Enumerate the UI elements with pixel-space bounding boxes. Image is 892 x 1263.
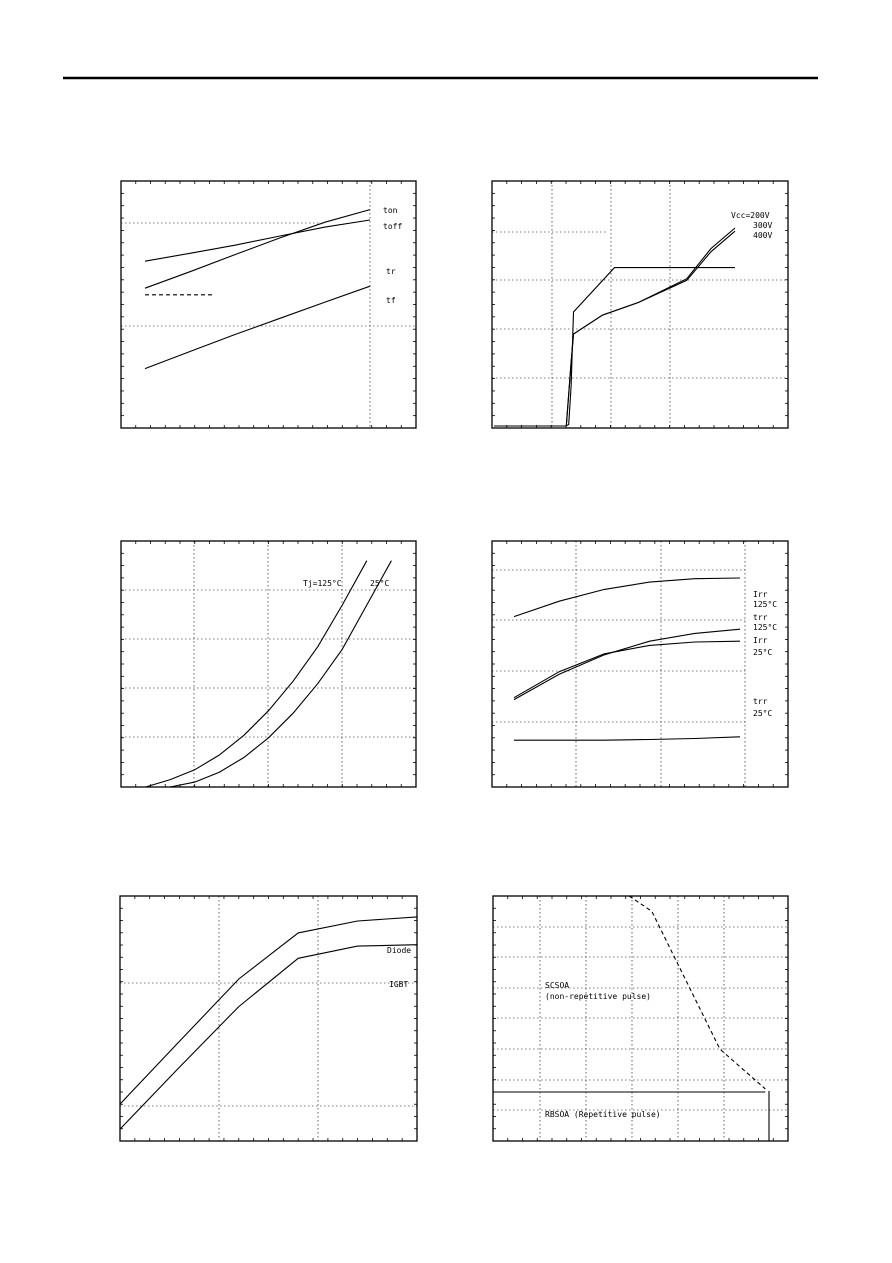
chart-4-reverse-recovery: Irr 125°C trr 125°C Irr 25°C trr 25°C: [491, 540, 789, 788]
chart-5-curves: [119, 916, 418, 1130]
chart-6-ticks: [493, 896, 788, 1141]
chart-1-ticks: [121, 181, 416, 428]
chart-2-grid: [492, 181, 788, 428]
chart-3-transfer: Tj=125°C 25°C: [120, 540, 417, 788]
c4-series-irr-125-c: [513, 577, 741, 618]
chart-4-label-trr-25-temp: 25°C: [753, 709, 772, 718]
c2-series-vcc-200v: [494, 267, 735, 427]
c2-series-300v: [494, 230, 736, 427]
chart-3-curves: [145, 560, 392, 788]
chart-6-safe-operating-area: SCSOA (non-repetitive pulse) RBSOA (Repe…: [492, 895, 789, 1142]
chart-1-grid: [121, 181, 416, 428]
c2-series-400v: [494, 227, 736, 427]
c1-series-ton: [144, 209, 371, 289]
chart-2-label-200v: Vcc=200V: [731, 211, 770, 220]
chart-6-curves: [493, 895, 766, 1093]
c5-series-diode: [119, 916, 418, 1105]
chart-3-frame: [120, 540, 417, 788]
chart-4-label-trr-125-temp: 125°C: [753, 623, 777, 632]
c3-series-tj-125-c: [145, 560, 368, 788]
chart-2-gate-charge: Vcc=200V 300V 400V: [491, 180, 789, 429]
chart-1-frame: [120, 180, 417, 429]
chart-1-label-tf: tf: [386, 296, 396, 305]
c6-series-scsoa-non-repetitive-pulse: [628, 895, 766, 1090]
chart-5-label-igbt: IGBT: [389, 980, 408, 989]
chart-6-label-scsoa: SCSOA: [545, 981, 569, 990]
chart-4-grid: [492, 541, 746, 787]
chart-4-curves: [513, 577, 741, 741]
chart-5-label-diode: Diode: [387, 946, 411, 955]
chart-1-switching-times: ton toff tr tf: [120, 180, 417, 429]
chart-5-grid: [120, 896, 417, 1141]
c4-series-trr-125-c: [513, 628, 741, 701]
c1-series-tr: [144, 285, 371, 370]
c4-series-irr-25-c: [513, 640, 741, 699]
chart-2-label-400v: 400V: [753, 231, 772, 240]
chart-3-label-25c: 25°C: [370, 579, 389, 588]
chart-4-label-irr-125-temp: 125°C: [753, 600, 777, 609]
chart-1-label-toff: toff: [383, 222, 402, 231]
chart-5-ticks: [120, 896, 417, 1141]
chart-4-label-trr-125: trr: [753, 613, 768, 622]
chart-6-label-rbsoa: RBSOA (Repetitive pulse): [545, 1110, 661, 1119]
chart-4-label-irr-25: Irr: [753, 636, 768, 645]
chart-3-label-125c: Tj=125°C: [303, 579, 342, 588]
chart-3-ticks: [121, 541, 416, 787]
chart-6-label-scsoa-note: (non-repetitive pulse): [545, 992, 651, 1001]
c1-series-toff: [144, 219, 371, 262]
chart-4-frame: [491, 540, 789, 788]
c5-series-igbt: [119, 944, 418, 1130]
chart-1-label-ton: ton: [383, 206, 398, 215]
chart-4-ticks: [492, 541, 788, 787]
chart-3-grid: [121, 541, 416, 787]
chart-4-label-irr-125: Irr: [753, 590, 768, 599]
chart-1-label-tr: tr: [386, 267, 396, 276]
c3-series-25-c: [170, 560, 392, 788]
chart-4-label-trr-25: trr: [753, 697, 768, 706]
chart-1-curves: [144, 209, 371, 370]
chart-5-frame: [119, 895, 418, 1142]
chart-2-curves: [494, 227, 736, 427]
chart-4-label-irr-25-temp: 25°C: [753, 648, 772, 657]
chart-6-frame: [492, 895, 789, 1142]
c4-series-trr-25-c: [514, 736, 741, 741]
chart-5-thermal-impedance: Diode IGBT: [119, 895, 418, 1142]
chart-6-grid: [493, 896, 788, 1141]
chart-2-label-300v: 300V: [753, 221, 772, 230]
